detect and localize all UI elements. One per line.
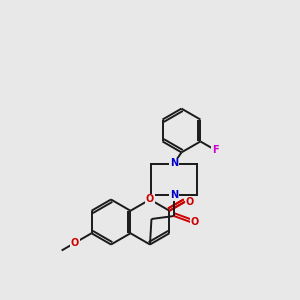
Text: O: O <box>190 217 199 227</box>
Text: N: N <box>170 158 178 169</box>
Text: F: F <box>212 145 219 155</box>
Text: O: O <box>146 194 154 205</box>
Text: O: O <box>185 197 194 207</box>
Text: O: O <box>70 238 79 248</box>
Text: N: N <box>170 190 178 200</box>
